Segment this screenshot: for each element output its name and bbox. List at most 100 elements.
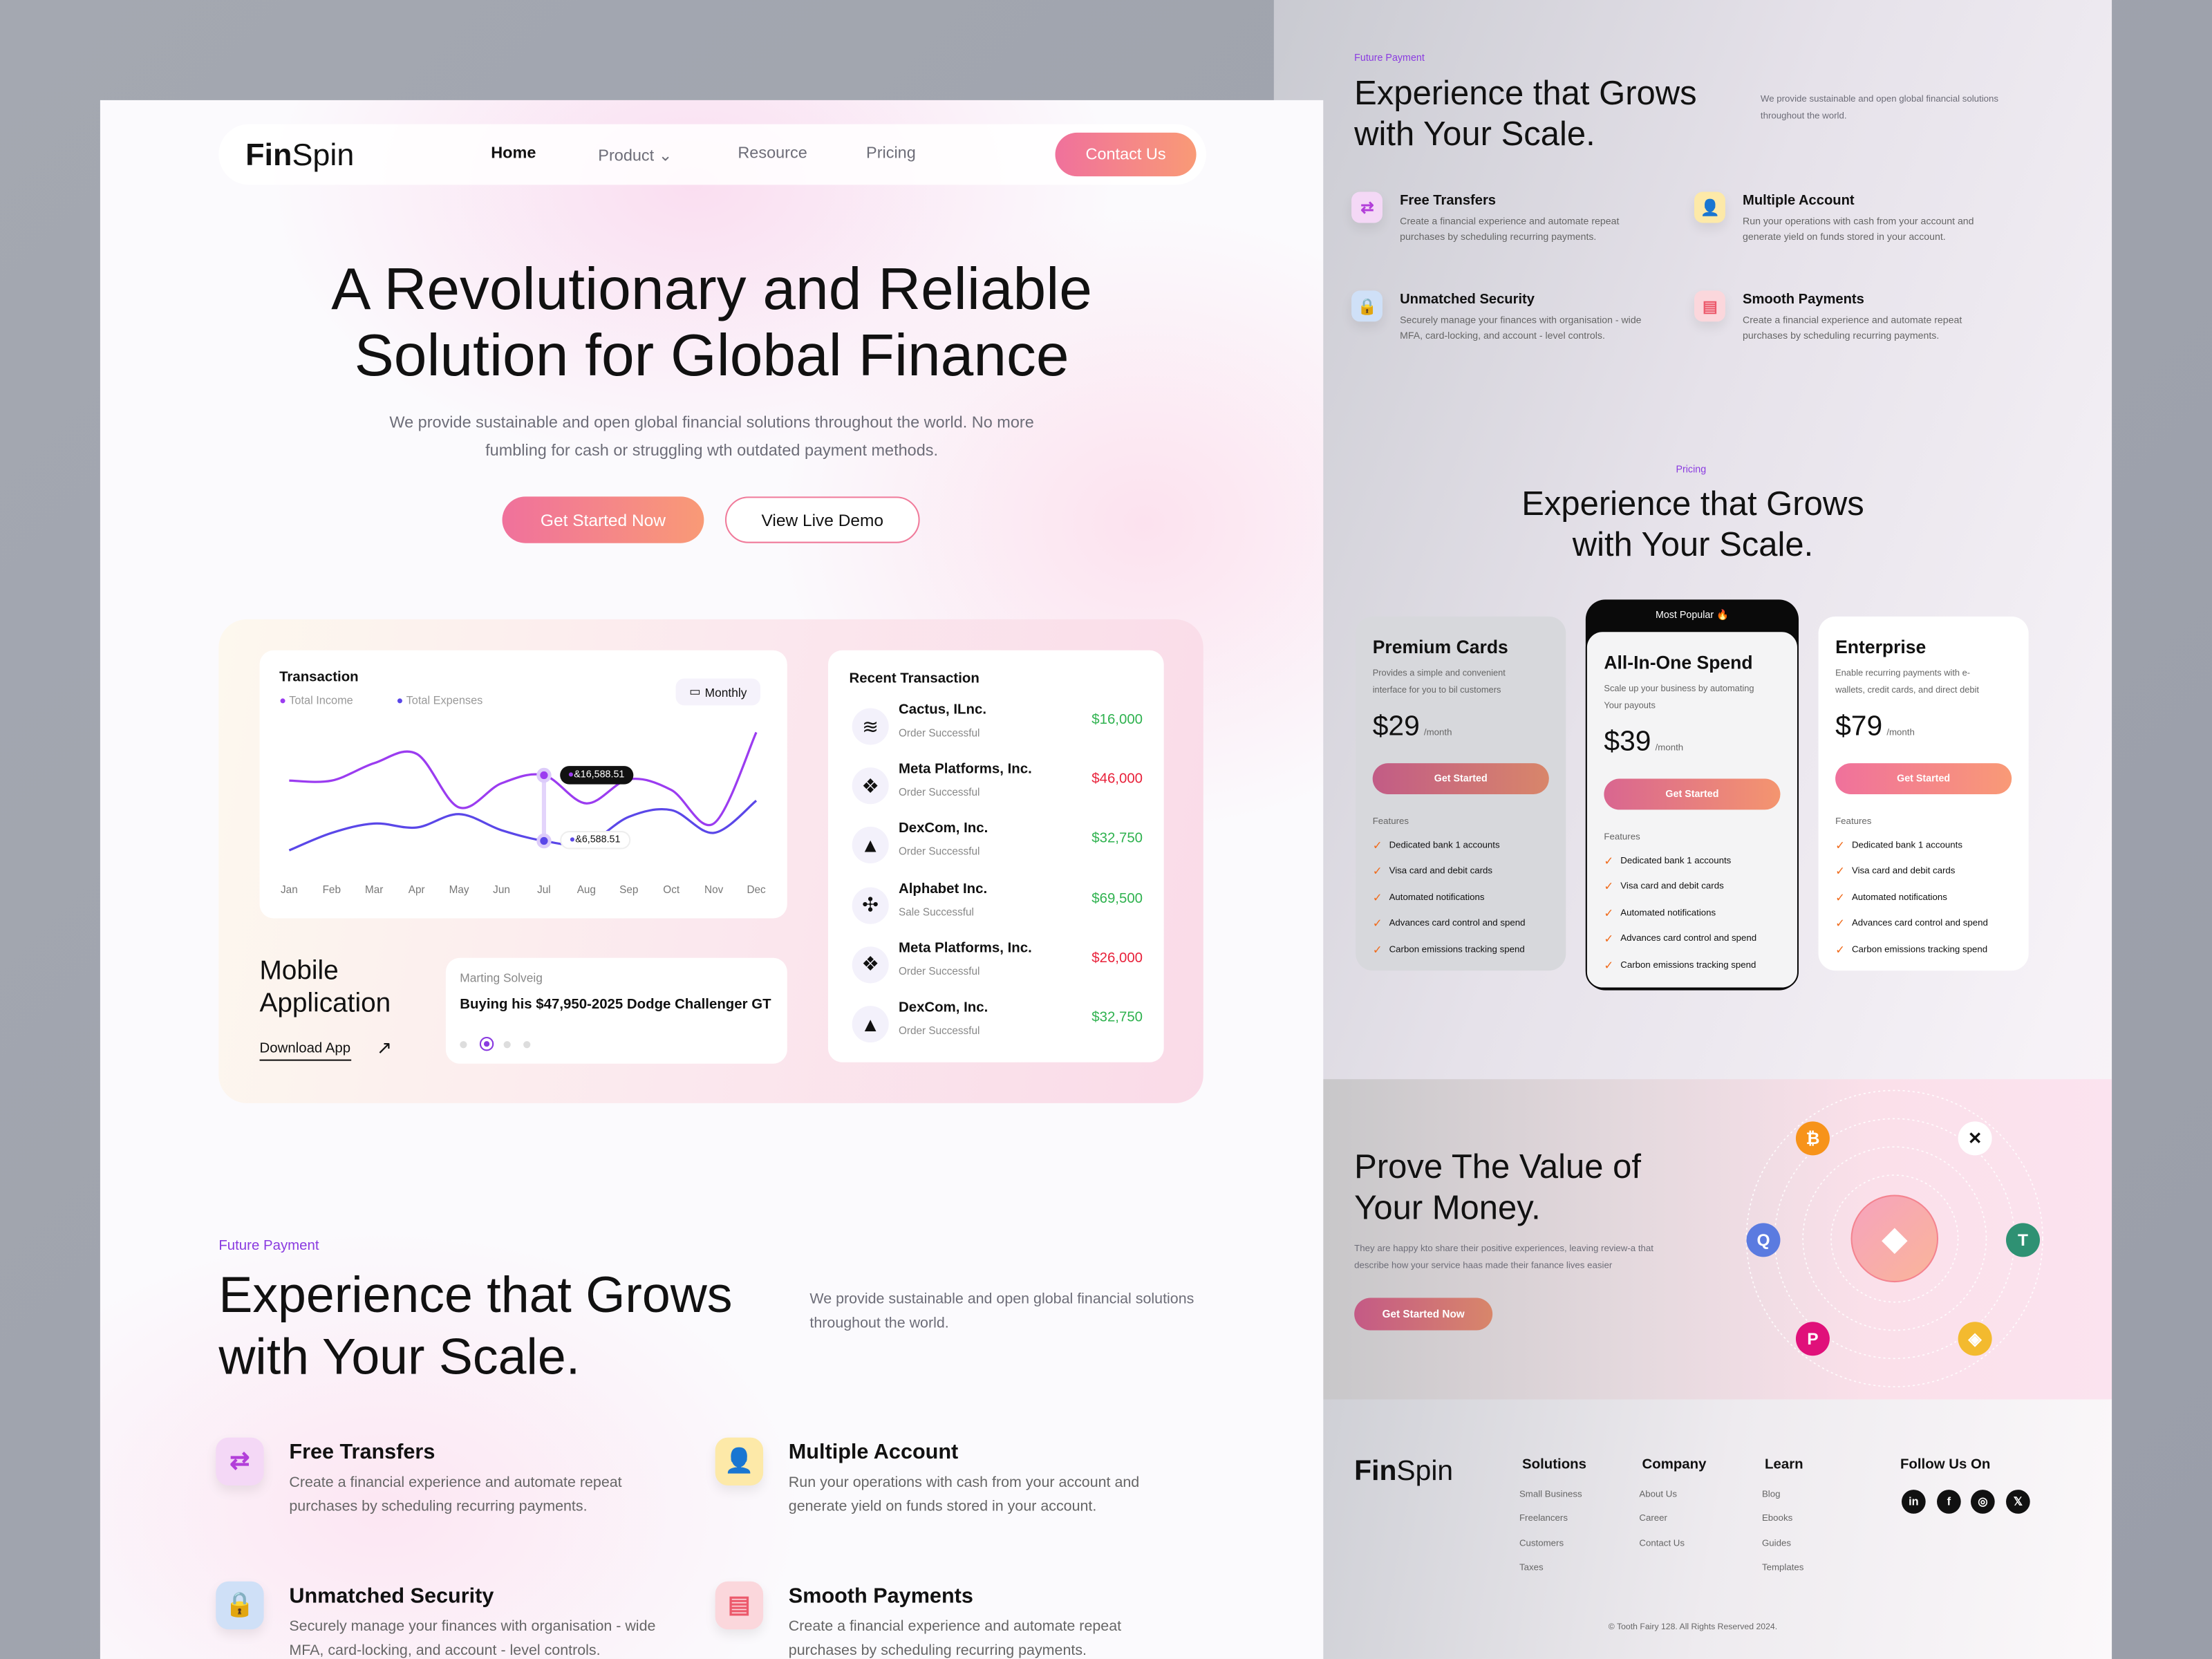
tether-icon: T xyxy=(2006,1223,2040,1257)
desc-line: MFA, card-locking, and account - level c… xyxy=(1400,331,1605,341)
nav-resource[interactable]: Resource xyxy=(738,145,807,162)
mobile-app-title: Mobile Application xyxy=(260,955,391,1020)
carousel-dot[interactable] xyxy=(460,1041,467,1049)
price-value: $39 xyxy=(1604,727,1651,758)
company-name: Cactus, ILnc. xyxy=(898,702,987,718)
prove-section: Prove The Value of Your Money. They are h… xyxy=(1323,1079,2112,1400)
feature-item: ✓ Advances card control and spend xyxy=(1373,910,1549,937)
plan-get-started-button[interactable]: Get Started xyxy=(1372,763,1549,794)
income-line xyxy=(289,731,758,827)
footer-link[interactable]: Ebooks xyxy=(1761,1514,1793,1524)
transfer-icon: ⇄ xyxy=(1351,191,1383,224)
main-page: FinSpin Home Product ⌄ Resource Pricing … xyxy=(100,100,1324,1659)
transaction-status: Order Successful xyxy=(898,786,980,799)
desc-line: wallets, credit cards, and direct debit xyxy=(1835,684,1979,695)
x-tick-label: Dec xyxy=(747,883,766,896)
lock-icon: 🔒 xyxy=(216,1581,264,1630)
carousel-dot[interactable] xyxy=(479,1036,494,1051)
feature-item: ✓ Visa card and debit cards xyxy=(1835,859,2012,885)
feature-item: ✓ Automated notifications xyxy=(1604,900,1780,926)
footer-link[interactable]: Small Business xyxy=(1519,1490,1582,1500)
tooltip-value: &16,588.51 xyxy=(574,769,625,780)
user-add-icon: 👤 xyxy=(715,1437,764,1485)
nav-home[interactable]: Home xyxy=(491,145,536,162)
transaction-status: Order Successful xyxy=(898,845,980,859)
view-live-demo-button[interactable]: View Live Demo xyxy=(724,496,920,543)
footer-link[interactable]: Career xyxy=(1639,1514,1667,1524)
pricing-title: Experience that Grows with Your Scale. xyxy=(1274,484,2112,565)
footer-column-title: Company xyxy=(1642,1457,1707,1473)
x-tick-label: Nov xyxy=(704,883,724,896)
desc-line: throughout the world. xyxy=(1760,111,1847,122)
title-line: Application xyxy=(259,988,391,1019)
x-tick-label: Mar xyxy=(365,883,384,896)
logo[interactable]: FinSpin xyxy=(245,137,354,174)
feature-item: ✓ Carbon emissions tracking spend xyxy=(1604,953,1780,979)
carousel-dot[interactable] xyxy=(523,1041,531,1049)
transaction-row[interactable]: ❖ Meta Platforms, Inc. Order Successful $26… xyxy=(852,941,1143,988)
feature-text: Advances card control and spend xyxy=(1389,919,1526,929)
feature-text: Dedicated bank 1 accounts xyxy=(1851,840,1963,851)
footer-link[interactable]: Customers xyxy=(1519,1538,1564,1548)
feature-text: Automated notifications xyxy=(1851,892,1947,903)
highlight-point[interactable] xyxy=(536,833,552,849)
bitcoin-icon: ₿ xyxy=(1795,1121,1830,1156)
facebook-icon[interactable]: f xyxy=(1937,1490,1961,1514)
arrow-up-right-icon[interactable]: ↗ xyxy=(376,1036,393,1058)
desc-line: purchases by scheduling recurring paymen… xyxy=(1400,232,1597,243)
transaction-amount: $26,000 xyxy=(1091,950,1143,966)
company-name: Alphabet Inc. xyxy=(898,881,988,897)
footer-link[interactable]: About Us xyxy=(1639,1490,1678,1500)
drive-icon: ▲ xyxy=(852,1006,889,1043)
price-value: $29 xyxy=(1372,711,1420,742)
plan-name: All-In-One Spend xyxy=(1604,651,1753,673)
feature-item: ✓ Advances card control and spend xyxy=(1604,926,1780,953)
desc-line: MFA, card-locking, and account - level c… xyxy=(289,1642,601,1659)
feature-text: Carbon emissions tracking spend xyxy=(1389,944,1525,955)
feature-item: ✓ Automated notifications xyxy=(1835,885,2012,911)
feature-item: ✓ Carbon emissions tracking spend xyxy=(1835,937,2012,963)
transaction-amount: $46,000 xyxy=(1091,771,1143,788)
footer-link[interactable]: Templates xyxy=(1761,1562,1804,1573)
nav-product[interactable]: Product ⌄ xyxy=(598,145,672,165)
carousel-dot[interactable] xyxy=(503,1041,511,1049)
transaction-row[interactable]: ✣ Alphabet Inc. Sale Successful $69,500 xyxy=(852,881,1143,929)
logo-text: Spin xyxy=(292,136,355,172)
nav-pricing[interactable]: Pricing xyxy=(866,145,916,162)
transaction-row[interactable]: ❖ Meta Platforms, Inc. Order Successful $46… xyxy=(852,762,1143,809)
x-icon[interactable]: 𝕏 xyxy=(2006,1490,2030,1514)
feature-item: ✓ Carbon emissions tracking spend xyxy=(1373,937,1549,963)
nav-label: Product xyxy=(598,148,655,165)
feature-item: ✓ Visa card and debit cards xyxy=(1604,874,1780,900)
footer-link[interactable]: Blog xyxy=(1761,1490,1781,1500)
prove-get-started-button[interactable]: Get Started Now xyxy=(1354,1297,1493,1331)
download-app-link[interactable]: Download App xyxy=(259,1041,351,1061)
footer-link[interactable]: Contact Us xyxy=(1639,1538,1685,1548)
most-popular-badge: Most Popular 🔥 xyxy=(1586,610,1799,621)
payment-hand-icon: ▤ xyxy=(1694,290,1726,323)
highlight-point[interactable] xyxy=(536,767,552,783)
prove-title: Prove The Value of Your Money. xyxy=(1354,1147,1641,1228)
instagram-icon[interactable]: ◎ xyxy=(1970,1490,1995,1514)
transaction-row[interactable]: ≋ Cactus, ILnc. Order Successful $16,000 xyxy=(852,702,1143,750)
footer-link[interactable]: Freelancers xyxy=(1519,1514,1568,1524)
get-started-now-button[interactable]: Get Started Now xyxy=(502,496,704,543)
title-line: A Revolutionary and Reliable xyxy=(331,255,1092,322)
footer: FinSpin Solutions Small Business Freelance… xyxy=(1323,1399,2112,1659)
future-desc: We provide sustainable and open global f… xyxy=(1761,92,1998,126)
title-line: Your Money. xyxy=(1354,1189,1541,1228)
desc-line: Securely manage your finances with organ… xyxy=(289,1618,656,1635)
prove-desc: They are happy kto share their positive … xyxy=(1354,1241,1653,1275)
legend-dot: ● xyxy=(279,694,286,707)
transaction-row[interactable]: ▲ DexCom, Inc. Order Successful $32,750 xyxy=(852,1000,1143,1048)
contact-us-button[interactable]: Contact Us xyxy=(1055,132,1197,177)
plan-get-started-button[interactable]: Get Started xyxy=(1604,778,1781,810)
linkedin-icon[interactable]: in xyxy=(1901,1490,1926,1514)
transaction-row[interactable]: ▲ DexCom, Inc. Order Successful $32,750 xyxy=(852,822,1143,870)
plan-get-started-button[interactable]: Get Started xyxy=(1835,763,2012,794)
transaction-amount: $32,750 xyxy=(1091,1010,1143,1026)
period-select[interactable]: ▭ Monthly xyxy=(675,678,760,706)
footer-link[interactable]: Taxes xyxy=(1519,1562,1544,1573)
footer-link[interactable]: Guides xyxy=(1761,1538,1792,1548)
feature-text: Automated notifications xyxy=(1389,892,1485,903)
